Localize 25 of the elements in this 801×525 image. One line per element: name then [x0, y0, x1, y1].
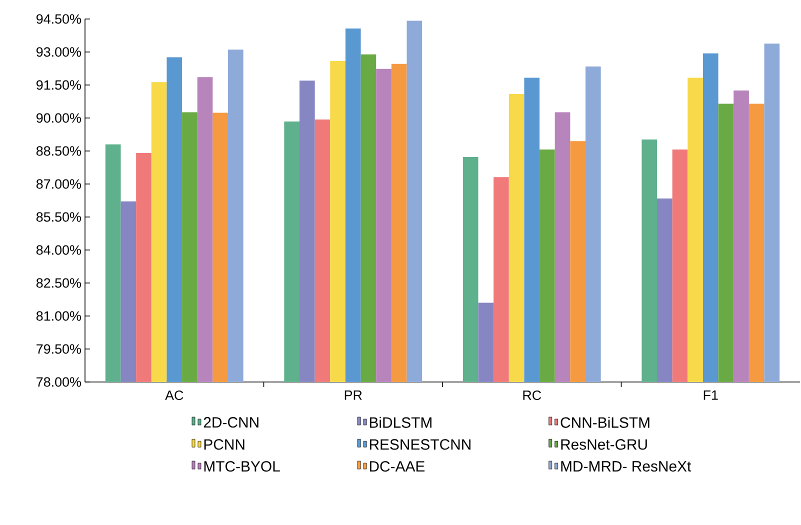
legend-label: BiDLSTM [370, 416, 432, 428]
y-tick-label: 88.50% [36, 146, 81, 156]
x-tick-label: RC [523, 390, 542, 400]
legend-label: CNN-BiLSTM [560, 416, 650, 428]
y-tick-label: 84.00% [36, 245, 81, 255]
x-tick-label: AC [165, 390, 184, 400]
y-tick-label: 91.50% [36, 80, 81, 90]
y-tick-label: 87.00% [36, 179, 81, 189]
legend-label: ResNet-GRU [561, 439, 647, 450]
legend-label: RESNESTCNN [370, 439, 470, 450]
legend-label: PCNN [204, 439, 244, 450]
x-tick-label: PR [344, 390, 362, 400]
y-tick-label: 81.00% [36, 311, 81, 321]
x-tick-label: F1 [704, 390, 718, 400]
y-tick-label: 82.50% [36, 278, 81, 288]
legend-label: 2D-CNN [204, 417, 258, 428]
legend-label: MTC-BYOL [204, 461, 280, 472]
legend-label: DC-AAE [370, 461, 425, 472]
y-tick-label: 79.50% [36, 344, 81, 354]
y-tick-label: 90.00% [36, 113, 81, 123]
y-tick-label: 78.00% [36, 377, 81, 387]
y-tick-label: 93.00% [36, 47, 81, 57]
y-tick-label: 94.50% [36, 14, 81, 24]
legend-label: MD-MRD- ResNeXt [561, 461, 692, 472]
y-tick-label: 85.50% [36, 212, 81, 222]
